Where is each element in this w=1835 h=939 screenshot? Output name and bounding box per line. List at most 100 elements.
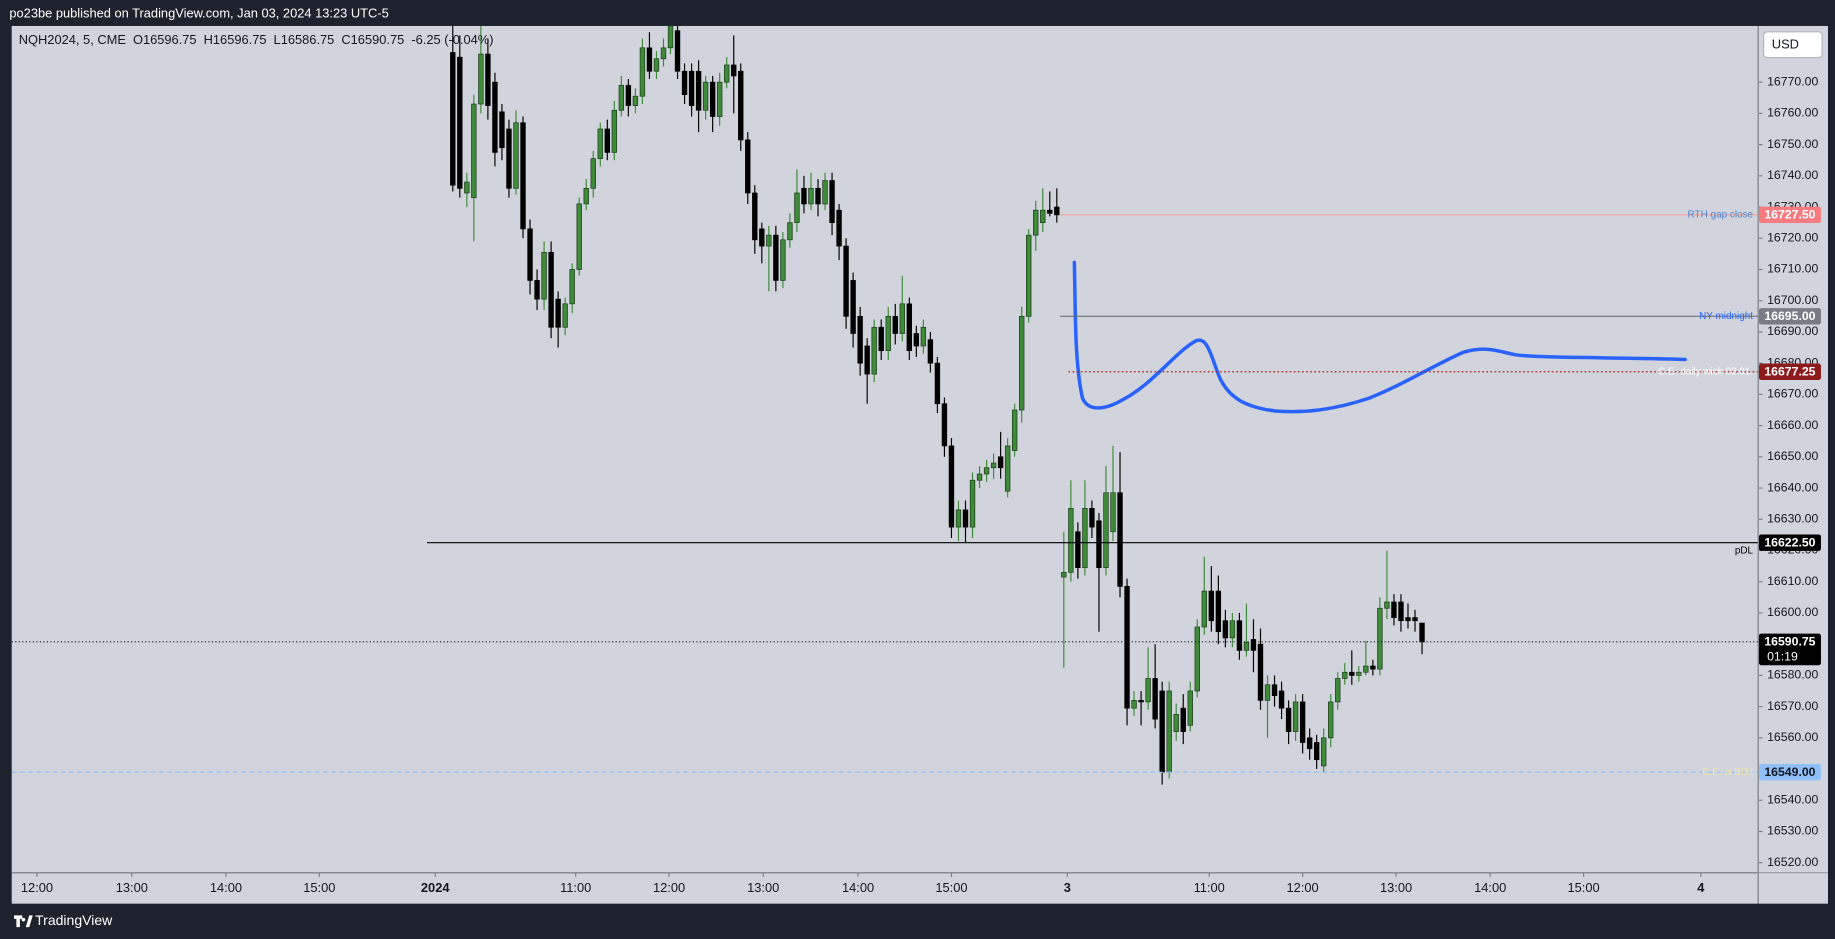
candle-body	[471, 103, 477, 199]
candle-body	[906, 303, 913, 352]
candle-body	[829, 180, 835, 224]
brand: TradingView	[14, 912, 113, 928]
candle-body	[822, 180, 828, 205]
level-price-label: 16727.50	[1764, 208, 1815, 222]
candle-body	[787, 222, 793, 241]
level-label: RTH gap close	[1688, 209, 1754, 220]
candle-body	[1131, 700, 1137, 709]
y-tick-label: 16580.00	[1767, 668, 1818, 682]
candle-body	[745, 139, 751, 194]
candle-body	[513, 122, 519, 189]
candle-body	[534, 280, 540, 300]
candle-body	[997, 456, 1004, 469]
candle-body	[1271, 684, 1278, 697]
candle-body	[527, 228, 533, 281]
candle-body	[485, 53, 491, 106]
candle-body	[1299, 701, 1306, 743]
candle-body	[716, 81, 723, 117]
y-tick-label: 16720.00	[1767, 231, 1818, 245]
candle-body	[731, 64, 737, 77]
candle-body	[688, 70, 695, 106]
y-tick-label: 16640.00	[1767, 480, 1818, 494]
candle-body	[1004, 445, 1011, 492]
candle-body	[1285, 707, 1292, 732]
candle-body	[843, 245, 849, 317]
brand-logo	[14, 915, 33, 928]
candle-body	[1250, 639, 1257, 651]
candle-body	[1201, 590, 1207, 628]
candle-body	[990, 462, 997, 469]
currency-label[interactable]: USD	[1772, 37, 1799, 52]
plot-layer	[11, 25, 1758, 785]
candle-body	[836, 209, 842, 247]
y-tick-label: 16530.00	[1767, 824, 1818, 838]
candle-body	[667, 25, 674, 49]
candle-body	[1370, 665, 1376, 670]
candle-body	[1321, 737, 1327, 767]
y-tick-label: 16610.00	[1767, 574, 1818, 588]
candle-body	[1082, 507, 1088, 569]
candle-body	[899, 303, 905, 334]
legend: NQH2024, 5, CME O16596.75 H16596.75 L16586.…	[19, 33, 494, 48]
y-tick-label: 16740.00	[1767, 168, 1818, 182]
candle-body	[618, 84, 625, 111]
x-tick-label: 13:00	[1380, 880, 1412, 895]
candle-body	[927, 339, 934, 364]
candle-body	[457, 56, 463, 189]
x-tick-label: 11:00	[1194, 880, 1225, 895]
candle-body	[976, 473, 983, 481]
candle-body	[569, 269, 575, 305]
level-label: NY midnight	[1699, 311, 1753, 322]
candle-body	[702, 81, 709, 111]
level-label: C.E. daily wick 02.01.	[1658, 366, 1753, 377]
candle-body	[1075, 531, 1081, 569]
x-tick-label: 15:00	[935, 880, 967, 895]
candle-body	[1356, 671, 1362, 676]
candle-body	[1292, 701, 1299, 732]
y-tick-label: 16570.00	[1767, 699, 1818, 713]
candle-body	[941, 403, 948, 447]
candle-body	[780, 239, 786, 281]
candle-body	[1061, 571, 1067, 578]
candle-body	[864, 345, 870, 375]
y-tick-label: 16690.00	[1767, 324, 1818, 338]
candle-body	[983, 467, 990, 475]
candle-body	[857, 315, 863, 364]
candle-body	[1159, 690, 1165, 773]
level-price-label: 16695.00	[1764, 309, 1815, 323]
x-tick-label: 12:00	[653, 880, 685, 895]
brand-name: TradingView	[35, 912, 113, 928]
candle-body	[1117, 492, 1123, 587]
legend-value: H16596.75	[204, 33, 267, 48]
candle-body	[815, 187, 821, 205]
y-tick-label: 16770.00	[1767, 74, 1818, 88]
candle-body	[555, 298, 561, 328]
candle-body	[1166, 690, 1172, 773]
candle-body	[1236, 620, 1243, 651]
y-tick-label: 16560.00	[1767, 730, 1818, 744]
x-tick-label: 15:00	[1567, 880, 1599, 895]
legend-value: O16596.75	[133, 33, 197, 48]
currency-button[interactable]	[1763, 31, 1823, 59]
candle-body	[1377, 607, 1383, 670]
candle-body	[499, 111, 505, 149]
candle-body	[576, 203, 582, 270]
candle-body	[1187, 690, 1193, 726]
candle-body	[892, 315, 898, 334]
level-price-label: 16622.50	[1764, 536, 1815, 550]
candle-body	[478, 53, 484, 105]
candle-body	[450, 52, 456, 186]
candle-body	[590, 158, 596, 189]
candle-body	[1243, 642, 1250, 651]
publisher-line: po23be published on TradingView.com, Jan…	[9, 6, 388, 21]
x-tick-label: 13:00	[747, 880, 779, 895]
candle-body	[506, 128, 512, 189]
candle-body	[1173, 714, 1179, 732]
candle-body	[1229, 620, 1236, 639]
y-tick-label: 16670.00	[1767, 387, 1818, 401]
candle-body	[1363, 665, 1369, 673]
x-tick-label: 14:00	[210, 880, 242, 895]
candle-body	[1257, 643, 1264, 701]
